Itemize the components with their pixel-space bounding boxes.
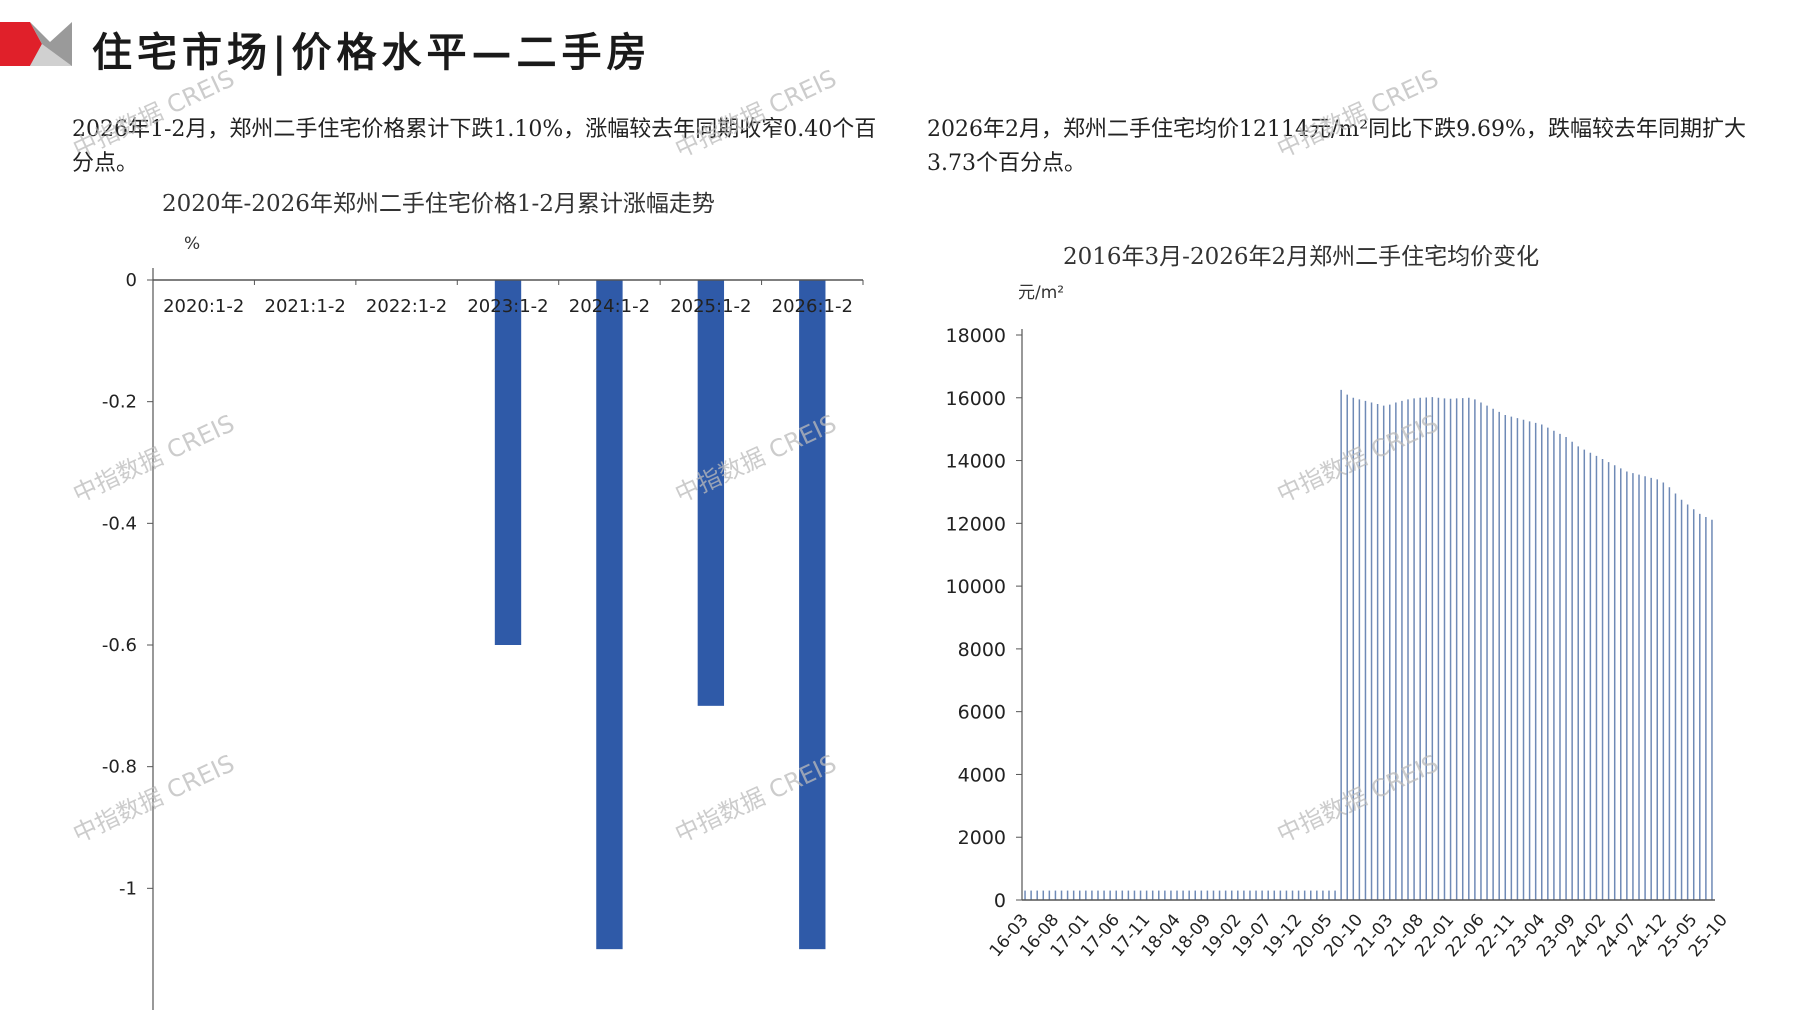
y-tick-label: -1 (119, 878, 137, 899)
y-tick-label: 6000 (958, 702, 1006, 724)
y-tick-label: -0.4 (102, 513, 137, 534)
cumulative-change-bar-chart: % 0 -0.2 -0.4 -0.6 -0.8 -1 2020:1-2 2021:1-2 2022… (102, 234, 864, 1010)
y-tick-label: 0 (126, 270, 137, 291)
y-tick-label: 4000 (958, 764, 1006, 786)
y-tick-label: -0.8 (102, 757, 137, 778)
page-title: 住宅市场|价格水平—二手房 (92, 29, 652, 76)
x-tick-label: 2022:1-2 (366, 296, 447, 317)
y-tick-label: 14000 (946, 451, 1006, 473)
y-tick-label: 2000 (958, 827, 1006, 849)
y-tick-label: -0.6 (102, 635, 137, 656)
x-tick-label: 2025:1-2 (670, 296, 751, 317)
x-tick-label: 2026:1-2 (772, 296, 853, 317)
y-tick-label: 8000 (958, 639, 1006, 661)
y-tick-label: -0.2 (102, 392, 137, 413)
y-tick-label: 12000 (946, 513, 1006, 535)
bar (799, 280, 826, 950)
right-chart-title: 2016年3月-2026年2月郑州二手住宅均价变化 (1063, 244, 1540, 270)
y-axis-unit-label: 元/m² (1018, 283, 1064, 303)
x-tick-label: 2020:1-2 (163, 296, 244, 317)
bar (697, 280, 725, 706)
x-tick-label: 2023:1-2 (467, 296, 548, 317)
bar (596, 280, 623, 950)
right-summary-text: 2026年2月，郑州二手住宅均价12114元/m²同比下跌9.69%，跌幅较去年… (927, 117, 1746, 176)
y-tick-label: 10000 (946, 576, 1006, 598)
logo-light-shape (30, 44, 72, 66)
y-axis-unit-label: % (184, 234, 200, 254)
y-tick-label: 0 (994, 890, 1006, 912)
left-chart-title: 2020年-2026年郑州二手住宅价格1-2月累计涨幅走势 (162, 191, 715, 217)
x-tick-label: 2024:1-2 (569, 296, 650, 317)
x-tick-label: 2021:1-2 (265, 296, 346, 317)
y-tick-label: 18000 (946, 325, 1006, 347)
bar (494, 280, 522, 645)
brand-logo-mark (0, 22, 72, 66)
average-price-chart: 元/m² 0 2000 4000 6000 8000 10000 12000 14000 1600… (946, 283, 1732, 961)
logo-red-shape (0, 22, 42, 66)
left-summary-text: 2026年1-2月，郑州二手住宅价格累计下跌1.10%，涨幅较去年同期收窄0.4… (72, 117, 877, 176)
y-tick-label: 16000 (946, 388, 1006, 410)
